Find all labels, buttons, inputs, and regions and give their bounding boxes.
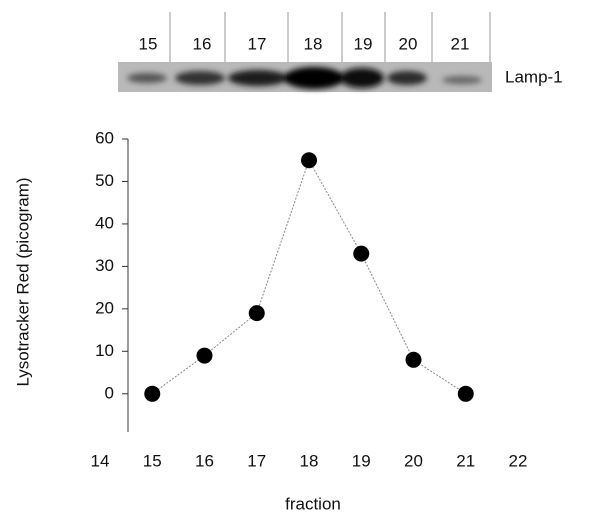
figure: Lamp-1 Lysotracker Red (picogram) fracti… — [0, 0, 602, 516]
data-point — [353, 246, 369, 262]
band — [175, 71, 225, 85]
x-tick-label: 21 — [456, 451, 475, 470]
lane-label: 20 — [399, 34, 418, 53]
x-axis-label: fraction — [285, 494, 341, 513]
lane-separators — [170, 12, 490, 62]
y-tick-label: 40 — [95, 213, 114, 232]
data-point — [301, 152, 317, 168]
x-tick-label: 18 — [300, 451, 319, 470]
x-tick-label: 16 — [195, 451, 214, 470]
data-point — [144, 386, 160, 402]
page: Lamp-1 Lysotracker Red (picogram) fracti… — [0, 0, 602, 516]
band — [228, 70, 288, 86]
band — [387, 71, 427, 85]
lane-label: 21 — [451, 34, 470, 53]
x-tick-label: 15 — [143, 451, 162, 470]
lane-label: 18 — [304, 34, 323, 53]
data-point — [406, 352, 422, 368]
x-tick-label: 20 — [404, 451, 423, 470]
blot: Lamp-1 — [118, 12, 563, 92]
band — [127, 73, 167, 83]
blot-label: Lamp-1 — [505, 67, 563, 86]
y-tick-label: 20 — [95, 298, 114, 317]
lane-label: 19 — [354, 34, 373, 53]
y-tick-label: 10 — [95, 341, 114, 360]
x-tick-label: 19 — [352, 451, 371, 470]
y-axis-label: Lysotracker Red (picogram) — [13, 177, 32, 386]
y-tick-label: 0 — [105, 383, 114, 402]
band — [284, 67, 344, 89]
y-tick-label: 60 — [95, 128, 114, 147]
y-tick-label: 30 — [95, 256, 114, 275]
lane-label: 16 — [193, 34, 212, 53]
x-tick-label: 17 — [247, 451, 266, 470]
data-point — [458, 386, 474, 402]
band — [442, 76, 482, 84]
lane-label: 15 — [139, 34, 158, 53]
x-tick-label: 14 — [91, 451, 110, 470]
data-point — [249, 305, 265, 321]
y-tick-label: 50 — [95, 171, 114, 190]
data-point — [197, 348, 213, 364]
lane-label: 17 — [248, 34, 267, 53]
band — [340, 68, 384, 88]
x-tick-label: 22 — [509, 451, 528, 470]
